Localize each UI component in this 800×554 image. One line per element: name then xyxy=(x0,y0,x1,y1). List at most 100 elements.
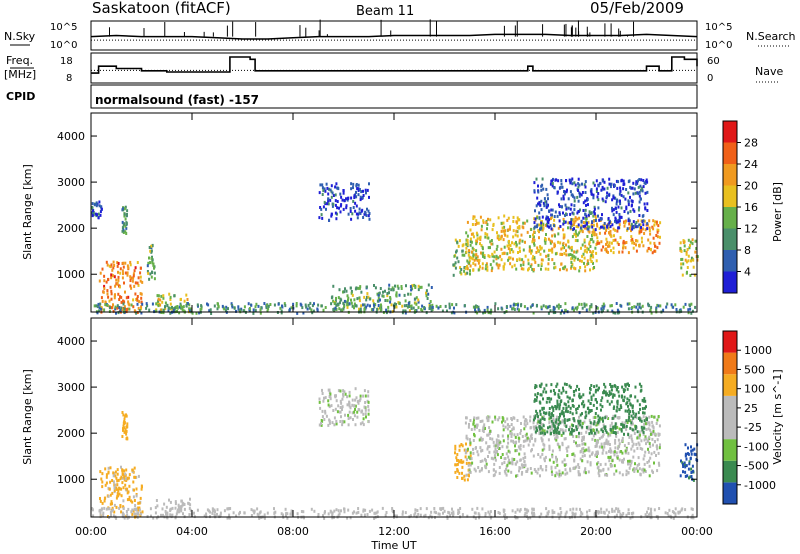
range-gate-cell xyxy=(355,511,358,515)
range-gate-cell xyxy=(593,205,596,209)
range-gate-cell xyxy=(564,437,567,441)
range-gate-cell xyxy=(505,445,508,449)
range-gate-cell xyxy=(404,299,407,303)
range-gate-cell xyxy=(340,298,343,302)
range-gate-cell xyxy=(485,264,488,268)
range-gate-cell xyxy=(133,269,136,273)
range-gate-cell xyxy=(551,455,554,459)
range-gate-cell xyxy=(624,409,627,413)
range-gate-cell xyxy=(376,307,379,311)
range-gate-cell xyxy=(289,512,292,516)
range-gate-cell xyxy=(273,507,275,511)
range-gate-cell xyxy=(127,295,130,299)
range-gate-cell xyxy=(545,217,548,221)
range-gate-cell xyxy=(553,186,556,189)
range-gate-cell xyxy=(169,500,172,504)
range-gate-cell xyxy=(526,438,529,442)
range-gate-cell xyxy=(651,225,654,229)
range-gate-cell xyxy=(491,437,494,441)
range-gate-cell xyxy=(557,472,560,476)
range-gate-cell xyxy=(329,198,332,202)
range-gate-cell xyxy=(680,309,683,313)
range-gate-cell xyxy=(324,409,327,413)
range-gate-cell xyxy=(618,471,621,475)
range-gate-cell xyxy=(120,465,122,469)
range-gate-cell xyxy=(146,304,149,308)
range-gate-cell xyxy=(497,439,500,443)
range-gate-cell xyxy=(630,222,633,226)
range-gate-cell xyxy=(238,512,241,516)
range-gate-cell xyxy=(635,425,638,429)
range-gate-cell xyxy=(125,226,128,230)
range-gate-cell xyxy=(578,396,581,400)
range-gate-cell xyxy=(468,467,471,471)
range-gate-cell xyxy=(572,219,575,223)
range-gate-cell xyxy=(497,266,500,270)
range-gate-cell xyxy=(592,219,595,223)
range-gate-cell xyxy=(596,242,599,245)
range-gate-cell xyxy=(364,412,367,416)
range-gate-cell xyxy=(548,411,551,415)
range-gate-cell xyxy=(408,309,411,313)
range-gate-cell xyxy=(512,229,515,233)
range-gate-cell xyxy=(337,187,340,191)
range-gate-cell xyxy=(513,242,516,246)
range-gate-cell xyxy=(119,308,122,312)
range-gate-cell xyxy=(593,210,596,214)
range-gate-cell xyxy=(538,432,541,436)
range-gate-cell xyxy=(504,517,506,520)
range-gate-cell xyxy=(425,289,428,293)
range-gate-cell xyxy=(110,276,113,280)
range-gate-cell xyxy=(470,232,473,236)
range-gate-cell xyxy=(358,399,361,403)
range-gate-cell xyxy=(108,264,111,268)
range-gate-cell xyxy=(659,221,662,225)
range-gate-cell xyxy=(577,257,579,261)
range-gate-cell xyxy=(532,418,535,422)
range-gate-cell xyxy=(536,471,539,475)
range-gate-cell xyxy=(653,461,655,465)
range-gate-cell xyxy=(129,279,132,282)
range-gate-cell xyxy=(344,392,347,396)
range-gate-cell xyxy=(175,512,178,516)
range-gate-cell xyxy=(637,192,640,196)
range-gate-cell xyxy=(409,292,412,296)
range-gate-cell xyxy=(570,432,573,436)
range-gate-cell xyxy=(102,511,105,515)
range-gate-cell xyxy=(588,240,591,244)
range-gate-cell xyxy=(517,445,520,449)
range-gate-cell xyxy=(590,303,593,307)
range-gate-cell xyxy=(693,447,696,451)
range-gate-cell xyxy=(342,389,345,393)
range-gate-cell xyxy=(613,196,616,200)
range-gate-cell xyxy=(653,223,656,227)
range-gate-cell xyxy=(408,305,410,308)
noise-tick-left-top: 10^5 xyxy=(50,22,77,33)
colorbar-bin xyxy=(723,271,737,293)
range-gate-cell xyxy=(122,486,125,490)
range-gate-cell xyxy=(227,307,229,311)
colorbar-tick-label: 8 xyxy=(744,244,751,257)
range-gate-cell xyxy=(111,491,114,495)
range-gate-cell xyxy=(516,216,519,220)
range-gate-cell xyxy=(388,283,391,287)
range-gate-cell xyxy=(570,221,572,224)
range-gate-cell xyxy=(551,405,554,409)
range-gate-cell xyxy=(656,418,659,422)
range-gate-cell xyxy=(605,438,608,442)
range-gate-cell xyxy=(355,286,358,290)
range-gate-cell xyxy=(469,441,472,445)
range-gate-cell xyxy=(547,510,550,514)
range-gate-cell xyxy=(587,262,590,265)
range-gate-cell xyxy=(565,463,568,467)
range-gate-cell xyxy=(689,456,692,460)
range-gate-cell xyxy=(553,431,555,434)
range-gate-cell xyxy=(633,187,636,191)
range-gate-cell xyxy=(503,231,506,235)
range-gate-cell xyxy=(405,284,407,288)
range-gate-cell xyxy=(120,300,123,304)
range-gate-cell xyxy=(196,303,199,307)
range-gate-cell xyxy=(587,406,590,410)
range-gate-cell xyxy=(511,428,514,432)
range-gate-cell xyxy=(468,474,470,478)
